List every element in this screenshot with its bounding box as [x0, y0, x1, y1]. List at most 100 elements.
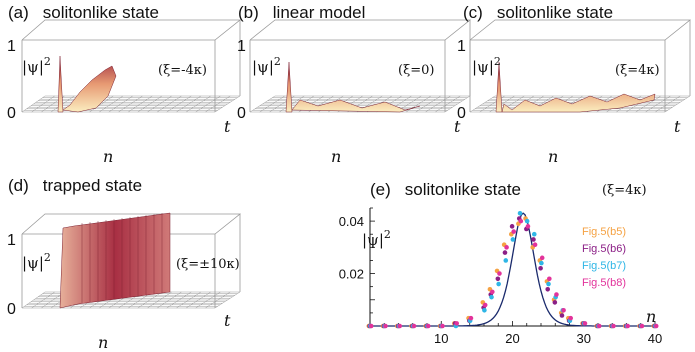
- panel-a-t-axis: t: [224, 117, 231, 136]
- data-point: [639, 323, 645, 329]
- panel-e-points: [366, 210, 659, 329]
- data-point: [517, 210, 523, 216]
- data-point: [559, 313, 565, 318]
- data-point: [547, 276, 552, 282]
- svg-text:|ψ|2: |ψ|2: [22, 55, 51, 76]
- panel-d-param: (ξ=±10κ): [176, 257, 240, 272]
- data-point: [482, 302, 488, 308]
- panel-a-floor-grid: [21, 95, 241, 113]
- panel-a: (a) solitonlike state 1 0 |ψ|2 (ξ=-4κ) n …: [7, 3, 242, 166]
- panel-a-param: (ξ=-4κ): [158, 63, 207, 78]
- data-point: [502, 250, 508, 255]
- panel-d-ylabel: |ψ|: [22, 254, 44, 272]
- panel-d-title: trapped state: [43, 176, 142, 195]
- panel-a-ridge: [57, 55, 117, 113]
- data-point: [545, 286, 551, 292]
- panel-b-ylabel: |ψ|: [252, 58, 274, 76]
- panel-c-label: (c): [463, 3, 483, 22]
- data-point: [495, 276, 501, 282]
- y-tick-label: 0.02: [339, 267, 364, 282]
- svg-text:(b)linear model: (b) linear model: [238, 3, 365, 22]
- panel-d-wall: [59, 212, 171, 309]
- data-point: [503, 258, 509, 263]
- data-point: [538, 266, 543, 271]
- panel-d-label: (d): [8, 176, 29, 195]
- panel-b-param: (ξ=0): [398, 63, 434, 78]
- data-point: [582, 321, 588, 326]
- panel-d-t-axis: t: [224, 311, 231, 330]
- panel-c-title: solitonlike state: [497, 3, 613, 22]
- panel-c-t-axis: t: [674, 117, 681, 136]
- y-tick-label: 0.04: [339, 214, 364, 229]
- panel-e-curve-group: [370, 212, 655, 327]
- svg-text:(e)solitonlike state: (e) solitonlike state: [370, 180, 521, 199]
- panel-d: (d) trapped state 1 0 |ψ|2 (ξ=±10κ) n t: [7, 176, 242, 352]
- panel-d-zmin: 0: [7, 301, 16, 318]
- data-point: [525, 224, 531, 229]
- data-point: [440, 323, 445, 329]
- data-point: [496, 281, 501, 287]
- data-point: [397, 323, 403, 329]
- panel-e-ylabel-sup: 2: [384, 228, 391, 241]
- legend-entry: Fig.5(b7): [582, 260, 626, 272]
- svg-text:|ψ|2: |ψ|2: [362, 228, 391, 249]
- panel-a-ylabel: |ψ|: [22, 58, 44, 76]
- data-point: [468, 315, 474, 321]
- data-point: [490, 289, 495, 295]
- data-point: [518, 218, 524, 224]
- panel-a-title: solitonlike state: [43, 3, 159, 22]
- data-point: [497, 271, 502, 276]
- panel-d-wall-stripes: [81, 213, 163, 303]
- data-point: [383, 323, 388, 329]
- panel-c-box: [469, 19, 692, 112]
- panel-e-param: (ξ=4κ): [602, 183, 647, 198]
- data-point: [482, 307, 487, 313]
- x-tick-label: 30: [577, 331, 591, 346]
- data-point: [611, 323, 616, 329]
- legend-entry: Fig.5(b6): [582, 243, 626, 255]
- panel-b-spread: [285, 61, 421, 113]
- panel-b-t-axis: t: [454, 117, 461, 136]
- data-point: [532, 242, 538, 248]
- panel-c-zmax: 1: [457, 38, 466, 55]
- panel-b: (b) linear model 1 0 |ψ|2 (ξ=0) n t: [237, 3, 472, 166]
- data-point: [454, 321, 460, 326]
- data-point: [546, 281, 551, 287]
- panel-b-label: (b): [238, 3, 259, 22]
- data-point: [561, 307, 566, 313]
- panel-c-zmin: 0: [457, 105, 466, 122]
- panel-d-ylabel-sup: 2: [44, 251, 51, 264]
- panel-c-param: (ξ=4κ): [615, 63, 660, 78]
- panel-e-label: (e): [370, 180, 391, 199]
- x-tick-label: 10: [434, 331, 448, 346]
- data-point: [552, 300, 558, 305]
- panel-a-n-axis: n: [103, 147, 113, 166]
- data-point: [596, 323, 602, 329]
- data-point: [531, 231, 537, 237]
- data-point: [539, 260, 544, 266]
- fit-curve: [370, 212, 655, 327]
- panel-b-zmax: 1: [237, 38, 246, 55]
- data-point: [524, 218, 530, 224]
- data-point: [510, 237, 516, 242]
- data-point: [511, 229, 516, 234]
- x-tick-label: 20: [505, 331, 519, 346]
- panel-e-title: solitonlike state: [405, 180, 521, 199]
- panel-e-ylabel: |ψ|: [362, 231, 384, 249]
- data-point: [554, 292, 559, 297]
- panel-b-zmin: 0: [237, 105, 246, 122]
- svg-text:|ψ|2: |ψ|2: [472, 55, 501, 76]
- svg-text:(c)solitonlike state: (c) solitonlike state: [463, 3, 613, 22]
- x-tick-label: 40: [648, 331, 662, 346]
- panel-a-label: (a): [8, 3, 29, 22]
- panel-b-title: linear model: [273, 3, 366, 22]
- data-point: [531, 237, 536, 242]
- svg-text:(d)trapped state: (d) trapped state: [8, 176, 142, 195]
- panel-c-ylabel: |ψ|: [472, 58, 494, 76]
- panel-c-n-axis: n: [548, 147, 558, 166]
- panel-a-box: [21, 19, 242, 112]
- data-point: [625, 323, 630, 329]
- svg-text:(a)solitonlike state: (a) solitonlike state: [8, 3, 159, 22]
- panel-d-n-axis: n: [98, 333, 108, 352]
- data-point: [504, 245, 509, 250]
